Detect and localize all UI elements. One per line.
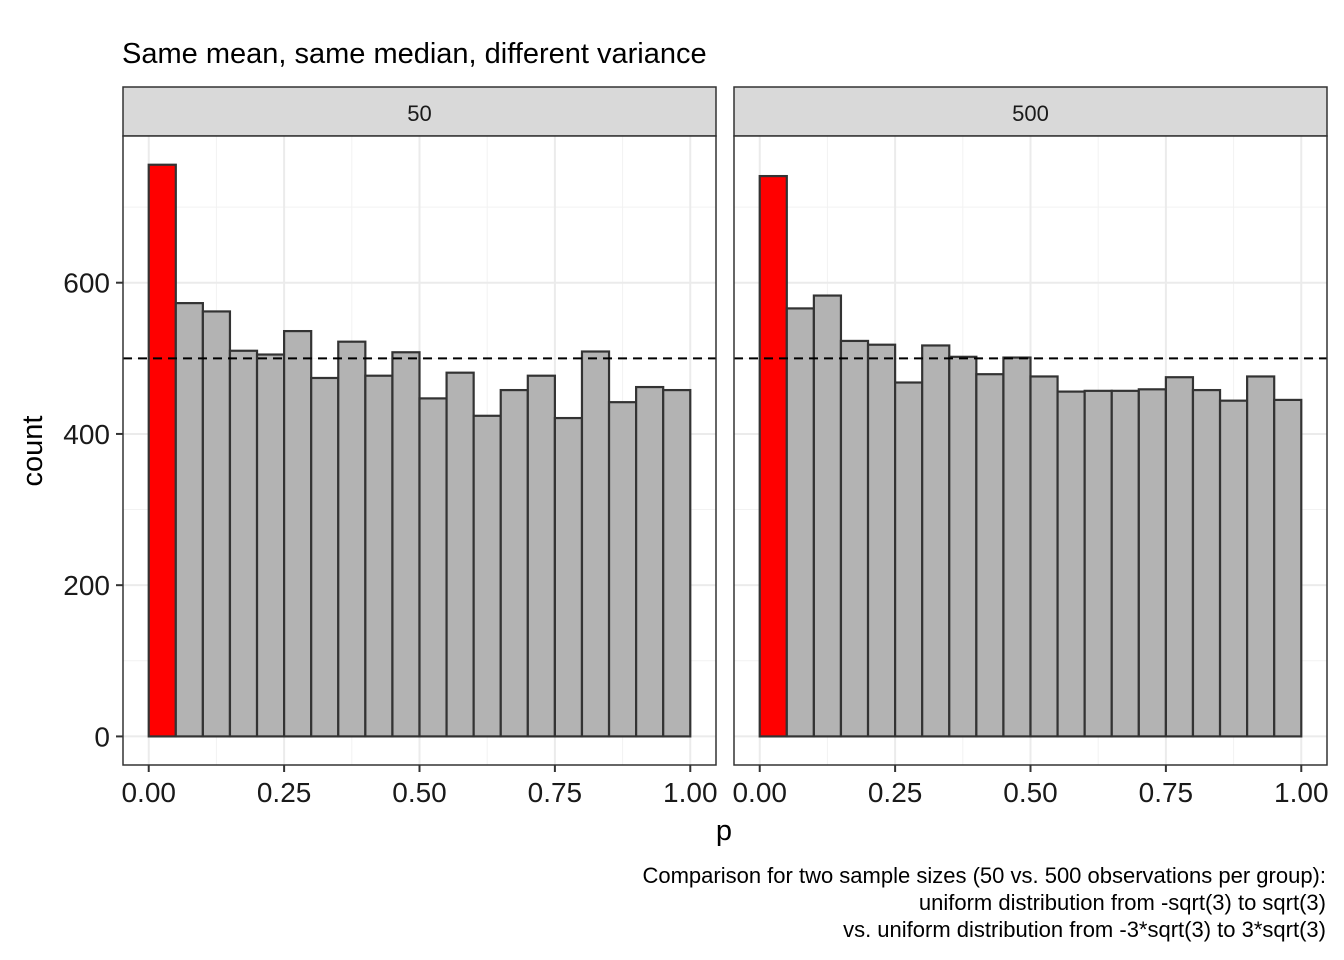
x-tick-label: 0.25 — [868, 777, 923, 808]
histogram-bar — [607, 401, 638, 738]
facet-panel-500: 500 0.00 0.25 0.50 0.75 1.00 — [732, 86, 1329, 808]
histogram-bar — [364, 374, 394, 738]
facet-strip — [733, 86, 1328, 137]
histogram-bar — [812, 294, 843, 738]
histogram-bar — [472, 414, 502, 738]
histogram-bar — [255, 353, 286, 738]
histogram-bar — [1083, 389, 1113, 738]
facet-panels: 50 0.00 0.25 0.50 0.75 1.00 0 200 400 600 500 0.00 0… — [63, 86, 1329, 808]
y-tick-label: 0 — [94, 721, 110, 752]
histogram-bar — [921, 344, 951, 738]
histogram-bar — [975, 373, 1005, 738]
histogram-bar — [174, 302, 204, 738]
x-tick-label: 0.50 — [1003, 777, 1058, 808]
x-tick-label: 0.50 — [392, 777, 447, 808]
histogram-bar — [1137, 388, 1167, 738]
histogram-bar — [283, 329, 313, 738]
histogram-bar — [310, 376, 340, 738]
x-tick-label: 0.25 — [257, 777, 312, 808]
facet-panel-50: 50 0.00 0.25 0.50 0.75 1.00 0 200 400 600 — [63, 86, 718, 808]
histogram-bar — [391, 351, 421, 738]
histogram-bar — [228, 349, 259, 738]
x-tick-label: 0.00 — [121, 777, 176, 808]
histogram-bar — [418, 397, 448, 738]
x-tick-label: 0.75 — [528, 777, 583, 808]
y-tick-label: 400 — [63, 419, 110, 450]
histogram-bar — [948, 355, 978, 738]
histogram-bar — [1002, 356, 1032, 738]
histogram-bar — [1110, 389, 1140, 738]
histogram-bar — [866, 343, 897, 738]
histogram-bar — [1029, 375, 1059, 738]
y-tick-label: 200 — [63, 570, 110, 601]
histogram-bar — [526, 374, 556, 738]
x-tick-label: 0.00 — [732, 777, 787, 808]
caption-line-2: uniform distribution from -sqrt(3) to sq… — [919, 890, 1326, 915]
facet-strip-label: 50 — [407, 101, 431, 126]
y-axis-title: count — [17, 416, 49, 487]
histogram-bar — [553, 416, 584, 738]
histogram-bar — [1191, 388, 1222, 738]
histogram-bar — [785, 307, 815, 738]
histogram-bar — [662, 388, 692, 738]
highlighted-bar — [758, 174, 788, 738]
histogram-bar — [337, 340, 367, 738]
facet-strip-label: 500 — [1012, 101, 1049, 126]
y-tick-label: 600 — [63, 268, 110, 299]
highlighted-bar — [147, 163, 177, 738]
histogram-bar — [1273, 398, 1303, 738]
histogram-bar — [499, 388, 529, 738]
histogram-bar — [635, 385, 665, 738]
histogram-bar — [1246, 375, 1276, 738]
x-tick-label: 0.75 — [1139, 777, 1194, 808]
x-axis-title: p — [716, 815, 732, 847]
histogram-bar — [201, 310, 232, 738]
histogram-bar — [1164, 376, 1195, 738]
chart-title: Same mean, same median, different varian… — [122, 38, 707, 70]
caption-line-3: vs. uniform distribution from -3*sqrt(3)… — [843, 917, 1326, 942]
histogram-bar — [580, 350, 611, 738]
histogram-bar — [894, 381, 924, 738]
histogram-bar — [839, 339, 870, 738]
histogram-bar — [1218, 399, 1249, 738]
caption-line-1: Comparison for two sample sizes (50 vs. … — [642, 863, 1326, 888]
histogram-bar — [1056, 390, 1086, 738]
x-tick-label: 1.00 — [1274, 777, 1329, 808]
histogram-bar — [445, 371, 475, 738]
facet-strip — [122, 86, 717, 137]
x-tick-label: 1.00 — [663, 777, 718, 808]
